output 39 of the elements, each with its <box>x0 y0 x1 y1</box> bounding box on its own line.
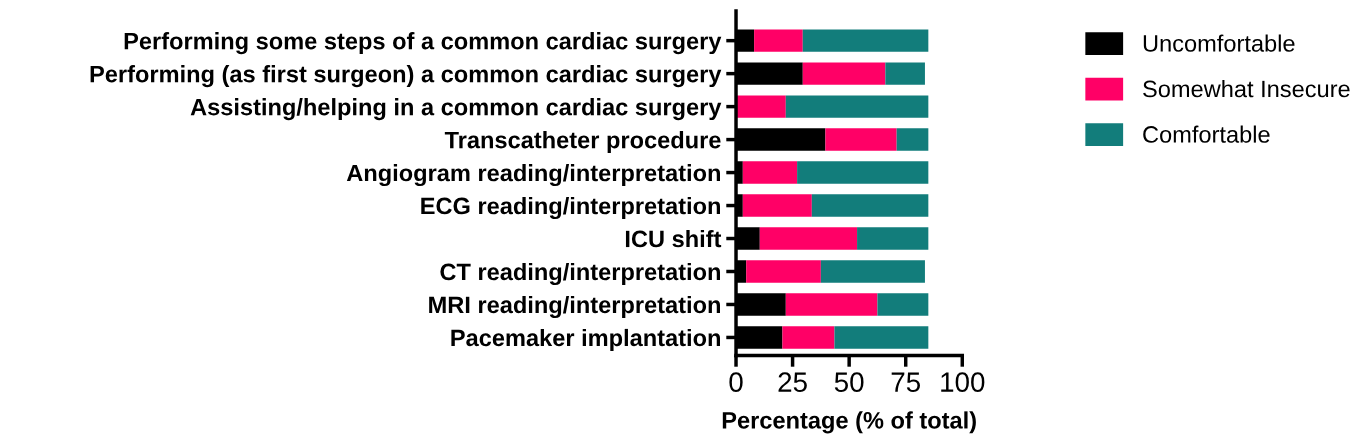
bar <box>857 227 929 250</box>
bar <box>820 260 925 283</box>
y-tick-label: MRI reading/interpretation <box>429 295 720 319</box>
y-tick-label: Pacemaker implantation <box>451 328 720 351</box>
bar <box>896 128 929 151</box>
bar <box>834 326 929 349</box>
y-tick-label: Transcatheter procedure <box>444 131 721 154</box>
bar <box>785 95 929 118</box>
bar <box>754 29 803 52</box>
bar <box>811 194 929 217</box>
bar <box>782 326 835 349</box>
x-tick-label: 0 <box>729 372 743 392</box>
y-tick-label: CT reading/interpretation <box>440 262 720 286</box>
x-tick-label: 25 <box>778 372 807 392</box>
x-tick-label: 50 <box>834 372 864 392</box>
y-tick-label: Angiogram reading/interpretation <box>346 164 720 187</box>
x-axis-title: Percentage (% of total) <box>722 411 976 434</box>
bar <box>797 161 929 184</box>
legend-label: Comfortable <box>1143 125 1270 143</box>
bar <box>746 260 821 283</box>
bar <box>742 161 798 184</box>
y-tick-label: Performing some steps of a common cardiac surgery <box>124 32 722 55</box>
bar <box>742 194 812 217</box>
y-tick-label: Performing (as first surgeon) a common cardiac surgery <box>90 65 722 88</box>
x-tick-label: 75 <box>891 372 920 392</box>
bar <box>736 95 786 118</box>
bar <box>877 293 929 316</box>
x-tick-label: 100 <box>941 372 985 392</box>
bar <box>825 128 897 151</box>
legend-label: Uncomfortable <box>1143 34 1295 52</box>
y-tick-label: Assisting/helping in a common cardiac surgery <box>190 98 722 121</box>
bar <box>885 62 925 85</box>
legend-label: Somewhat Insecure <box>1143 79 1350 98</box>
y-tick-label: ECG reading/interpretation <box>421 196 720 220</box>
bar <box>802 29 929 52</box>
y-tick-label: ICU shift <box>625 229 722 248</box>
bar <box>759 227 858 250</box>
bar <box>785 293 878 316</box>
bar <box>802 62 886 85</box>
